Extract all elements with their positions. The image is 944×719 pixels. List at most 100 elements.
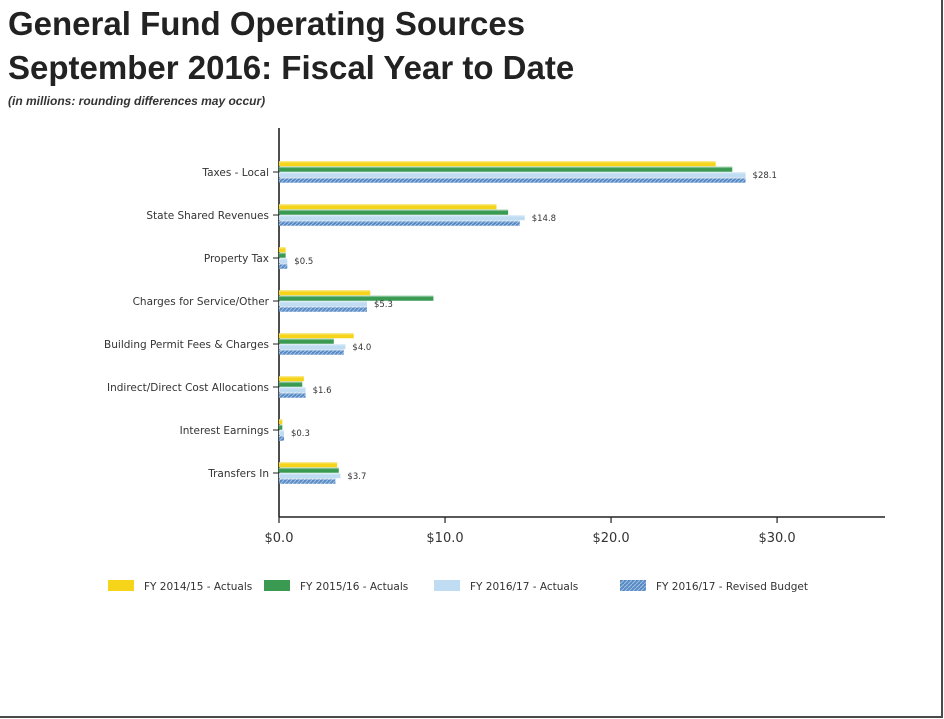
bar-highlight xyxy=(279,381,303,384)
bar-building-permit-fees-charges-series-1 xyxy=(279,333,354,339)
category-label-transfers-in: Transfers In xyxy=(207,468,269,480)
x-tick-label: $10.0 xyxy=(426,531,463,546)
chart-subtitle: (in millions: rounding differences may o… xyxy=(8,94,266,108)
bar-interest-earnings-series-3 xyxy=(279,430,284,436)
bar-indirect-direct-cost-allocations-series-4 xyxy=(279,392,306,398)
bar-highlight xyxy=(279,252,286,255)
legend-swatch-3 xyxy=(434,580,460,591)
bar-transfers-in-series-3 xyxy=(279,473,341,479)
bar-charges-for-service-other-series-2 xyxy=(279,295,434,301)
bar-taxes-local-series-1 xyxy=(279,161,716,167)
bar-highlight xyxy=(279,290,371,292)
data-label-charges-for-service-other: $5.3 xyxy=(374,300,393,310)
bar-highlight xyxy=(279,166,733,169)
bar-highlight xyxy=(279,435,284,438)
bar-highlight xyxy=(279,344,346,346)
legend-label-4: FY 2016/17 - Revised Budget xyxy=(656,581,808,593)
x-tick-label: $30.0 xyxy=(758,531,795,546)
legend-swatch-1 xyxy=(108,580,134,591)
data-label-taxes-local: $28.1 xyxy=(753,171,777,181)
bar-transfers-in-series-2 xyxy=(279,467,339,473)
bar-property-tax-series-4 xyxy=(279,263,288,269)
category-label-interest-earnings: Interest Earnings xyxy=(180,425,269,437)
category-label-indirect-direct-cost-allocations: Indirect/Direct Cost Allocations xyxy=(107,382,269,394)
bar-taxes-local-series-4 xyxy=(279,177,746,183)
bar-highlight xyxy=(279,172,746,174)
bar-highlight xyxy=(279,263,288,266)
bar-interest-earnings-series-4 xyxy=(279,435,284,441)
title-line-1: General Fund Operating Sources xyxy=(8,5,526,42)
bar-state-shared-revenues-series-1 xyxy=(279,204,497,210)
bar-charges-for-service-other-series-3 xyxy=(279,301,367,307)
bar-transfers-in-series-1 xyxy=(279,462,338,468)
bar-highlight xyxy=(279,387,306,389)
x-tick-label: $20.0 xyxy=(592,531,629,546)
legend-label-2: FY 2015/16 - Actuals xyxy=(300,581,408,593)
legend-swatch-2 xyxy=(264,580,290,591)
bar-indirect-direct-cost-allocations-series-2 xyxy=(279,381,303,387)
bar-transfers-in-series-4 xyxy=(279,478,336,484)
category-label-property-tax: Property Tax xyxy=(204,253,269,265)
plot-area: $0.0 $10.0 $20.0 $30.0 Taxes - Local $28.1 Sta… xyxy=(104,128,885,546)
bar-highlight xyxy=(279,419,283,421)
bar-highlight xyxy=(279,177,746,180)
bar-highlight xyxy=(279,295,434,298)
bar-interest-earnings-series-1 xyxy=(279,419,283,425)
bar-property-tax-series-2 xyxy=(279,252,286,258)
data-label-property-tax: $0.5 xyxy=(294,257,313,267)
title-line-2: September 2016: Fiscal Year to Date xyxy=(8,49,575,86)
bar-state-shared-revenues-series-2 xyxy=(279,209,509,215)
bar-building-permit-fees-charges-series-3 xyxy=(279,344,346,350)
bar-highlight xyxy=(279,161,716,163)
bar-highlight xyxy=(279,333,354,335)
bar-indirect-direct-cost-allocations-series-3 xyxy=(279,387,306,393)
bar-interest-earnings-series-2 xyxy=(279,424,283,430)
bar-indirect-direct-cost-allocations-series-1 xyxy=(279,376,304,382)
x-tick-label: $0.0 xyxy=(265,531,294,546)
category-label-building-permit-fees-charges: Building Permit Fees & Charges xyxy=(104,339,269,351)
bar-highlight xyxy=(279,473,341,475)
bar-highlight xyxy=(279,376,304,378)
bar-property-tax-series-1 xyxy=(279,247,286,253)
bar-highlight xyxy=(279,247,286,249)
bar-highlight xyxy=(279,338,334,341)
bar-highlight xyxy=(279,424,283,427)
category-label-taxes-local: Taxes - Local xyxy=(201,167,269,179)
bar-state-shared-revenues-series-3 xyxy=(279,215,525,221)
bar-highlight xyxy=(279,467,339,470)
bar-charges-for-service-other-series-4 xyxy=(279,306,367,312)
bar-taxes-local-series-2 xyxy=(279,166,733,172)
data-label-building-permit-fees-charges: $4.0 xyxy=(352,343,371,353)
category-label-charges-for-service-other: Charges for Service/Other xyxy=(133,296,270,308)
bar-highlight xyxy=(279,301,367,303)
legend-label-1: FY 2014/15 - Actuals xyxy=(144,581,252,593)
category-label-state-shared-revenues: State Shared Revenues xyxy=(146,210,269,222)
legend: FY 2014/15 - Actuals FY 2015/16 - Actuals… xyxy=(108,580,808,593)
data-label-indirect-direct-cost-allocations: $1.6 xyxy=(313,386,332,396)
bar-highlight xyxy=(279,258,288,260)
legend-swatch-4 xyxy=(620,580,646,591)
bar-highlight xyxy=(279,306,367,309)
legend-label-3: FY 2016/17 - Actuals xyxy=(470,581,578,593)
bar-highlight xyxy=(279,430,284,432)
data-label-state-shared-revenues: $14.8 xyxy=(532,214,556,224)
bar-property-tax-series-3 xyxy=(279,258,288,264)
bar-highlight xyxy=(279,209,509,212)
bar-taxes-local-series-3 xyxy=(279,172,746,178)
bar-highlight xyxy=(279,349,344,352)
bar-highlight xyxy=(279,204,497,206)
bar-state-shared-revenues-series-4 xyxy=(279,220,520,226)
bar-highlight xyxy=(279,220,520,223)
data-label-interest-earnings: $0.3 xyxy=(291,429,310,439)
bar-building-permit-fees-charges-series-2 xyxy=(279,338,334,344)
data-label-transfers-in: $3.7 xyxy=(347,472,366,482)
bar-charges-for-service-other-series-1 xyxy=(279,290,371,296)
bar-highlight xyxy=(279,462,338,464)
chart-title: General Fund Operating Sources September… xyxy=(8,2,574,90)
bar-building-permit-fees-charges-series-4 xyxy=(279,349,344,355)
bar-highlight xyxy=(279,478,336,481)
bar-highlight xyxy=(279,215,525,217)
bar-highlight xyxy=(279,392,306,395)
